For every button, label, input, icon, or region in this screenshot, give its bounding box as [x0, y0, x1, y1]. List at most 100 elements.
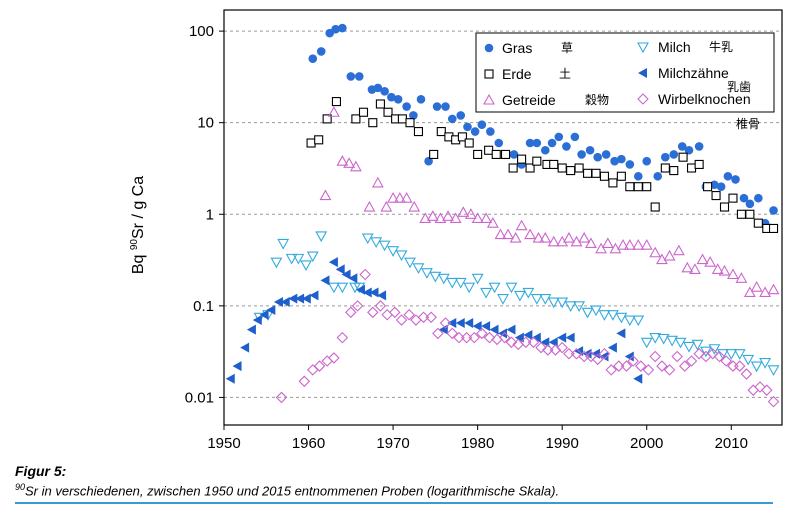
- point-erde-43: [678, 152, 688, 162]
- point-wirbelknochen-20: [439, 317, 452, 329]
- x-tick-label-4: 1990: [545, 435, 578, 452]
- point-gras-16: [432, 102, 442, 111]
- point-wirbelknochen-25: [476, 327, 488, 340]
- point-getreide-45: [672, 244, 685, 256]
- x-tick-label-5: 2000: [630, 435, 663, 452]
- point-getreide-23: [502, 228, 515, 240]
- point-gras-35: [577, 150, 586, 159]
- point-milch-23: [446, 277, 459, 289]
- point-erde-49: [728, 193, 738, 203]
- point-milchzaehne-31: [514, 332, 524, 343]
- point-wirbelknochen-14: [395, 314, 408, 326]
- point-gras-44: [653, 171, 663, 181]
- point-gras-55: [739, 193, 749, 203]
- point-erde-22: [500, 149, 511, 159]
- point-wirbelknochen-66: [767, 395, 780, 408]
- point-getreide-7: [380, 200, 393, 212]
- point-wirbelknochen-37: [563, 347, 575, 360]
- point-wirbelknochen-28: [498, 331, 511, 344]
- point-erde-20: [484, 145, 494, 155]
- y-tick-label-1: 0.1: [193, 298, 214, 315]
- point-gras-37: [593, 152, 602, 162]
- y-axis-label-sup: 90: [129, 239, 140, 251]
- point-milch-24: [454, 277, 467, 289]
- y-axis-label-pre: Bq: [130, 250, 147, 274]
- point-milch-40: [590, 305, 602, 317]
- point-gras-34: [570, 132, 580, 142]
- point-gras-4: [338, 23, 347, 33]
- legend-label-cjk-milchzaehne: 乳歯: [727, 80, 751, 94]
- point-erde-52: [753, 218, 763, 228]
- point-gras-19: [456, 111, 466, 120]
- point-wirbelknochen-33: [535, 341, 547, 354]
- point-milch-44: [623, 315, 636, 327]
- point-gras-10: [387, 92, 396, 102]
- point-wirbelknochen-2: [306, 364, 319, 376]
- point-getreide-29: [547, 235, 560, 247]
- point-milch-57: [733, 349, 746, 360]
- point-getreide-41: [640, 239, 653, 250]
- point-milch-9: [327, 282, 340, 294]
- point-gras-12: [402, 102, 411, 111]
- point-milch-50: [674, 337, 687, 349]
- figure-label: Figur 5:: [15, 463, 67, 479]
- point-milch-51: [683, 341, 695, 353]
- point-milchzaehne-26: [472, 321, 482, 332]
- x-axis: 1950 1960 1970 1980 1990 2000 2010: [207, 425, 748, 452]
- point-wirbelknochen-45: [620, 360, 633, 372]
- point-gras-39: [610, 156, 619, 166]
- point-getreide-18: [464, 208, 477, 219]
- data-marks: [225, 23, 780, 408]
- point-wirbelknochen-34: [542, 344, 554, 356]
- point-getreide-33: [578, 231, 591, 243]
- point-milchzaehne-25: [464, 317, 474, 328]
- point-gras-31: [547, 138, 557, 148]
- point-erde-19: [473, 149, 483, 159]
- point-milch-38: [573, 301, 586, 312]
- point-erde-35: [608, 178, 618, 188]
- point-gras-33: [562, 142, 571, 151]
- legend-marker-milch: [637, 42, 649, 54]
- point-erde-46: [703, 182, 713, 192]
- point-milchzaehne-21: [377, 290, 387, 301]
- point-milch-17: [395, 250, 408, 262]
- point-milchzaehne-13: [320, 275, 330, 286]
- point-getreide-1: [327, 106, 340, 117]
- point-erde-36: [616, 171, 626, 181]
- figure-caption: 90Sr in verschiedenen, zwischen 1950 und…: [15, 482, 559, 498]
- point-gras-14: [416, 95, 426, 104]
- point-erde-3: [331, 97, 341, 107]
- point-erde-40: [650, 202, 660, 212]
- point-gras-46: [669, 150, 679, 159]
- point-milch-41: [598, 310, 611, 321]
- point-erde-41: [660, 163, 670, 173]
- point-wirbelknochen-27: [491, 333, 503, 346]
- point-gras-45: [661, 152, 670, 162]
- point-getreide-21: [486, 217, 499, 228]
- point-gras-0: [308, 54, 318, 63]
- point-wirbelknochen-50: [656, 360, 668, 372]
- point-getreide-38: [617, 239, 629, 250]
- point-erde-54: [768, 223, 779, 234]
- point-milchzaehne-37: [565, 332, 575, 343]
- point-gras-8: [373, 83, 383, 93]
- point-getreide-34: [584, 237, 597, 249]
- point-milch-4: [285, 253, 298, 265]
- point-gras-36: [585, 145, 595, 155]
- point-wirbelknochen-41: [591, 353, 604, 366]
- point-milch-53: [699, 346, 712, 358]
- point-getreide-11: [408, 200, 421, 212]
- point-milchzaehne-8: [280, 297, 290, 308]
- legend-marker-gras: [484, 43, 494, 53]
- y-tick-label-3: 10: [197, 115, 214, 132]
- point-milch-56: [725, 349, 738, 360]
- point-wirbelknochen-58: [713, 350, 726, 363]
- point-wirbelknochen-46: [627, 355, 639, 367]
- point-milch-18: [404, 257, 416, 269]
- point-getreide-15: [442, 210, 454, 221]
- series-wirbelknochen: [275, 268, 780, 408]
- point-milch-26: [471, 273, 484, 285]
- point-milch-6: [300, 260, 312, 272]
- point-gras-47: [677, 142, 687, 151]
- series-erde: [306, 97, 779, 234]
